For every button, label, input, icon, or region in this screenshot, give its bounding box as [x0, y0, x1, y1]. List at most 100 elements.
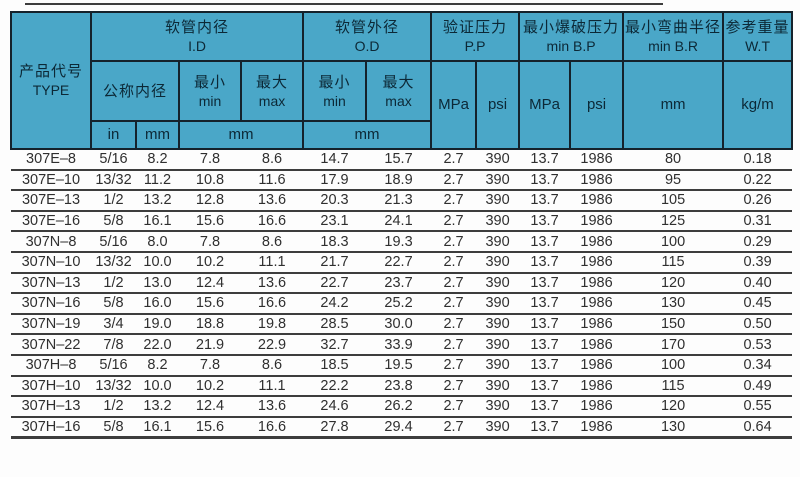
header-id-min-en: min — [198, 92, 222, 109]
header-pp-mpa-label: MPa — [438, 96, 469, 113]
table-cell: 100 — [623, 231, 724, 253]
table-cell: 390 — [476, 190, 520, 212]
table-row: 307N–16 5/8 16.0 15.6 16.6 24.2 25.2 2.7 390 13.7… — [11, 293, 793, 315]
table-cell: 307N–22 — [11, 334, 91, 356]
header-row-groups: 产品代号 TYPE 软管内径 I.D 软管外径 O.D 验证压力 P.P 最小爆… — [10, 11, 794, 150]
header-pp-mpa: MPa — [430, 60, 478, 150]
spec-table-body: 307E–8 5/16 8.2 7.8 8.6 14.7 15.7 2.7 390 13.7 198… — [11, 149, 793, 439]
header-unit-mm-id: mm — [177, 120, 305, 150]
table-cell: 1/2 — [91, 396, 136, 418]
table-row: 307H–13 1/2 13.2 12.4 13.6 24.6 26.2 2.7 390 13.7… — [11, 396, 793, 418]
table-cell: 5/16 — [91, 149, 136, 171]
header-unit-mm-nominal: mm — [135, 120, 180, 150]
header-unit-in-label: in — [107, 126, 120, 143]
header-unit-mm-od: mm — [302, 120, 433, 150]
table-cell: 8.6 — [241, 149, 304, 171]
table-cell: 307N–16 — [11, 293, 91, 315]
table-cell: 8.6 — [241, 354, 304, 377]
header-id-max-en: max — [258, 92, 286, 109]
table-cell: 115 — [623, 375, 724, 398]
table-cell: 22.7 — [366, 251, 432, 274]
table-cell: 1986 — [570, 354, 624, 377]
table-cell: 13.7 — [519, 334, 571, 356]
table-cell: 5/8 — [91, 210, 136, 233]
table-cell: 13.7 — [519, 375, 571, 398]
table-cell: 0.50 — [723, 313, 793, 336]
table-cell: 390 — [476, 210, 520, 233]
table-cell: 13.7 — [519, 251, 571, 274]
table-cell: 307N–8 — [11, 231, 91, 253]
table-cell: 100 — [623, 354, 724, 377]
table-cell: 25.2 — [366, 293, 432, 315]
header-wt-unit: kg/m — [722, 60, 794, 150]
table-cell: 120 — [623, 396, 724, 418]
header-od-max: 最大 max — [365, 60, 433, 122]
header-br-group-en: min B.R — [648, 38, 698, 54]
table-cell: 0.55 — [723, 396, 793, 418]
header-od-max-en: max — [385, 92, 412, 109]
header-row-sub: 公称内径 最小 min 最大 max 最小 min 最大 max — [11, 60, 794, 150]
header-wt-group-en: W.T — [745, 38, 770, 54]
table-cell: 7.8 — [179, 354, 241, 377]
table-cell: 2.7 — [431, 251, 477, 274]
table-cell: 32.7 — [303, 334, 367, 356]
table-cell: 150 — [623, 313, 724, 336]
table-cell: 22.0 — [136, 334, 179, 356]
table-cell: 1986 — [570, 375, 624, 398]
header-unit-mm-id-label: mm — [228, 126, 254, 143]
table-cell: 0.31 — [723, 210, 793, 233]
table-cell: 170 — [623, 334, 724, 356]
table-row: 307H–10 13/32 10.0 10.2 11.1 22.2 23.8 2.7 390 13… — [11, 375, 793, 398]
header-bp-mpa: MPa — [518, 60, 572, 150]
header-id-group: 软管内径 I.D — [89, 11, 305, 62]
table-row: 307H–8 5/16 8.2 7.8 8.6 18.5 19.5 2.7 390 13.7 198… — [11, 354, 793, 377]
table-cell: 1/2 — [91, 190, 136, 212]
table-cell: 13.7 — [519, 190, 571, 212]
table-cell: 2.7 — [431, 231, 477, 253]
table-cell: 15.6 — [179, 293, 241, 315]
header-br-group-zh: 最小弯曲半径 — [625, 19, 722, 36]
table-cell: 13.7 — [519, 169, 571, 192]
table-cell: 33.9 — [366, 334, 432, 356]
header-bp-psi: psi — [569, 60, 625, 150]
table-cell: 10.2 — [179, 375, 241, 398]
table-cell: 2.7 — [431, 375, 477, 398]
table-cell: 0.34 — [723, 354, 793, 377]
table-cell: 2.7 — [431, 169, 477, 192]
header-od-group-zh: 软管外径 — [335, 19, 400, 36]
header-od-min-en: min — [323, 92, 346, 109]
header-pp-group-en: P.P — [464, 38, 486, 54]
table-cell: 0.29 — [723, 231, 793, 253]
table-cell: 307E–13 — [11, 190, 91, 212]
table-cell: 16.1 — [136, 416, 179, 439]
table-cell: 13.7 — [519, 272, 571, 295]
header-id-min: 最小 min — [178, 60, 242, 122]
table-cell: 10.0 — [136, 375, 179, 398]
header-id-min-zh: 最小 — [193, 73, 226, 91]
table-cell: 8.2 — [136, 149, 179, 171]
header-unit-mm-od-label: mm — [354, 126, 380, 143]
table-cell: 0.26 — [723, 190, 793, 212]
table-cell: 390 — [476, 416, 520, 439]
header-type-en: TYPE — [32, 82, 70, 98]
table-cell: 12.4 — [179, 272, 241, 295]
table-cell: 10.2 — [179, 251, 241, 274]
table-cell: 13/32 — [91, 375, 136, 398]
table-cell: 28.5 — [303, 313, 367, 336]
table-cell: 21.3 — [366, 190, 432, 212]
table-cell: 19.5 — [366, 354, 432, 377]
table-cell: 13.7 — [519, 231, 571, 253]
table-cell: 13.7 — [519, 354, 571, 377]
table-cell: 5/8 — [91, 416, 136, 439]
table-cell: 307N–13 — [11, 272, 91, 295]
header-id-max: 最大 max — [239, 60, 305, 122]
table-cell: 13.6 — [241, 396, 304, 418]
table-cell: 15.6 — [179, 210, 241, 233]
header-nominal-id-label: 公称内径 — [102, 82, 167, 100]
table-cell: 24.1 — [366, 210, 432, 233]
table-cell: 13.6 — [241, 190, 304, 212]
table-cell: 390 — [476, 231, 520, 253]
table-cell: 2.7 — [431, 190, 477, 212]
table-cell: 7/8 — [91, 334, 136, 356]
header-br-unit-label: mm — [660, 96, 686, 113]
